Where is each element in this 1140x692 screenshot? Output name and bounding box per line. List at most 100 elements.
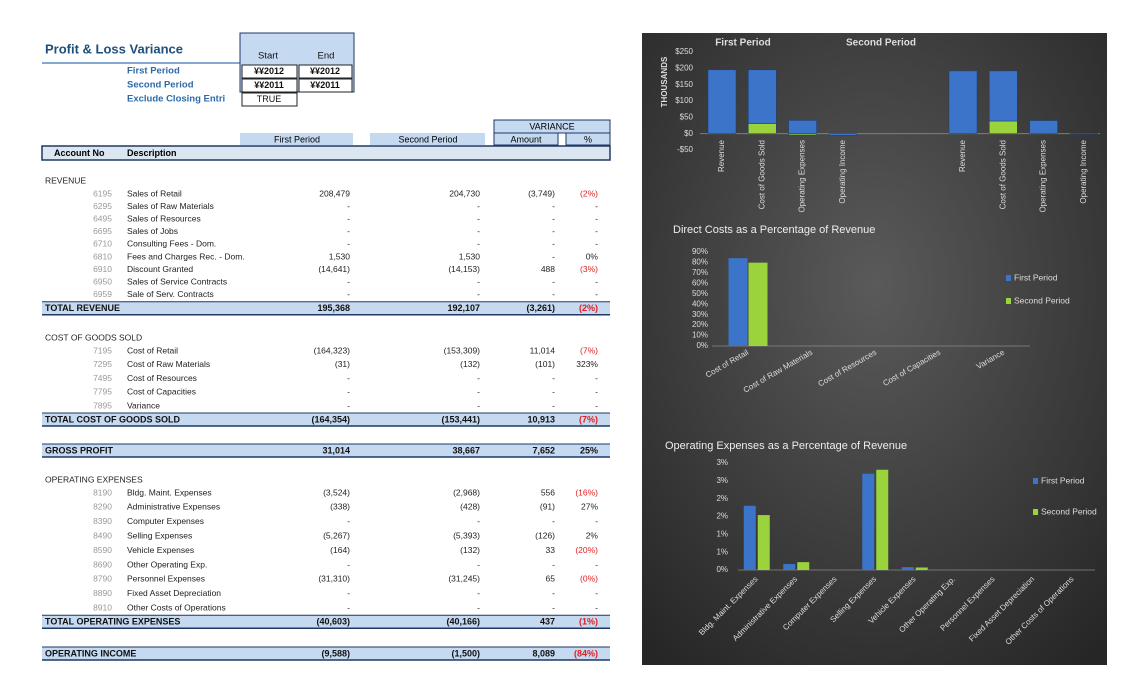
x-tick-label: Operating Income bbox=[1079, 139, 1088, 203]
bar bbox=[748, 70, 776, 124]
amount-cell: - bbox=[552, 559, 555, 569]
amount-cell: (31) bbox=[335, 359, 350, 369]
account-no: 8490 bbox=[93, 530, 112, 540]
amount-cell: - bbox=[595, 516, 598, 526]
description: Personnel Expenses bbox=[127, 574, 205, 584]
amount-cell: 11,014 bbox=[530, 345, 556, 355]
total-value: (40,603) bbox=[316, 617, 350, 627]
total-value: (84%) bbox=[574, 648, 598, 658]
amount-cell: - bbox=[595, 559, 598, 569]
legend-label: First Period bbox=[1041, 475, 1085, 485]
amount-cell: (126) bbox=[535, 530, 555, 540]
bar bbox=[989, 71, 1017, 121]
account-no: 7295 bbox=[93, 359, 112, 369]
y-tick-label: 1% bbox=[716, 547, 728, 556]
amount-cell: - bbox=[595, 239, 598, 249]
amount-cell: (3,524) bbox=[323, 487, 350, 497]
panel-title: Second Period bbox=[846, 38, 916, 49]
description: Cost of Resources bbox=[127, 373, 197, 383]
amount-cell: - bbox=[477, 289, 480, 299]
amount-cell: - bbox=[477, 602, 480, 612]
column-header: VARIANCE bbox=[529, 121, 574, 131]
account-no: 8190 bbox=[93, 487, 112, 497]
y-tick-label: $200 bbox=[675, 63, 693, 72]
amount-cell: (3%) bbox=[580, 264, 598, 274]
param-label: Second Period bbox=[127, 80, 194, 91]
bar bbox=[916, 568, 928, 570]
account-no: 8910 bbox=[93, 602, 112, 612]
account-no: 8390 bbox=[93, 516, 112, 526]
amount-cell: (14,153) bbox=[448, 264, 480, 274]
amount-cell: 27% bbox=[581, 502, 598, 512]
y-axis-title: THOUSANDS bbox=[660, 56, 669, 107]
param-label: Exclude Closing Entri bbox=[127, 94, 225, 105]
description: Consulting Fees - Dom. bbox=[127, 239, 216, 249]
bar bbox=[876, 470, 888, 570]
legend-label: Second Period bbox=[1041, 506, 1097, 516]
amount-cell: (31,310) bbox=[318, 574, 350, 584]
x-tick-label: Operating Income bbox=[838, 139, 847, 203]
y-tick-label: 50% bbox=[692, 289, 708, 298]
amount-cell: (5,393) bbox=[453, 530, 480, 540]
amount-cell: - bbox=[347, 602, 350, 612]
account-no: 6910 bbox=[93, 264, 112, 274]
description: Bldg. Maint. Expenses bbox=[127, 487, 212, 497]
column-header: First Period bbox=[274, 134, 320, 144]
account-no: 6810 bbox=[93, 251, 112, 261]
y-tick-label: 40% bbox=[692, 299, 708, 308]
amount-cell: (428) bbox=[460, 502, 480, 512]
amount-cell: - bbox=[552, 289, 555, 299]
amount-cell: - bbox=[347, 289, 350, 299]
total-value: 195,368 bbox=[317, 303, 350, 313]
description: Sales of Service Contracts bbox=[127, 276, 227, 286]
chart-title: Direct Costs as a Percentage of Revenue bbox=[673, 224, 875, 236]
y-tick-label: 3% bbox=[716, 458, 728, 467]
total-label: TOTAL OPERATING EXPENSES bbox=[45, 617, 180, 627]
bar bbox=[744, 506, 756, 570]
description: Sales of Resources bbox=[127, 213, 201, 223]
amount-cell: - bbox=[347, 400, 350, 410]
legend-swatch bbox=[1006, 275, 1011, 281]
amount-cell: - bbox=[347, 201, 350, 211]
amount-cell: - bbox=[477, 559, 480, 569]
description: Sale of Serv. Contracts bbox=[127, 289, 214, 299]
amount-cell: - bbox=[552, 226, 555, 236]
amount-cell: - bbox=[595, 602, 598, 612]
column-header: Amount bbox=[510, 134, 542, 144]
y-tick-label: 0% bbox=[716, 565, 728, 574]
amount-cell: - bbox=[477, 588, 480, 598]
total-value: (40,166) bbox=[446, 617, 480, 627]
amount-cell: - bbox=[552, 516, 555, 526]
total-value: (3,261) bbox=[526, 303, 555, 313]
y-tick-label: 2% bbox=[716, 512, 728, 521]
y-tick-label: 70% bbox=[692, 268, 708, 277]
legend-swatch bbox=[1006, 298, 1011, 304]
amount-cell: - bbox=[595, 387, 598, 397]
x-tick-label: Revenue bbox=[958, 139, 967, 172]
amount-cell: - bbox=[552, 387, 555, 397]
description: Sales of Raw Materials bbox=[127, 201, 214, 211]
amount-cell: (2%) bbox=[580, 188, 598, 198]
total-value: (1%) bbox=[579, 617, 598, 627]
total-label: OPERATING INCOME bbox=[45, 648, 136, 658]
y-tick-label: $0 bbox=[684, 129, 693, 138]
description: Cost of Capacities bbox=[127, 387, 196, 397]
total-value: 31,014 bbox=[322, 445, 350, 455]
amount-cell: (132) bbox=[460, 545, 480, 555]
amount-cell: - bbox=[552, 251, 555, 261]
total-value: (164,354) bbox=[311, 414, 350, 424]
bar bbox=[783, 564, 795, 570]
column-header: Account No bbox=[54, 148, 105, 158]
section-heading: OPERATING EXPENSES bbox=[45, 474, 143, 484]
total-value: (153,441) bbox=[441, 414, 480, 424]
amount-cell: - bbox=[595, 226, 598, 236]
amount-cell: - bbox=[552, 400, 555, 410]
account-no: 8590 bbox=[93, 545, 112, 555]
total-value: (1,500) bbox=[451, 648, 480, 658]
amount-cell: - bbox=[595, 201, 598, 211]
account-no: 8690 bbox=[93, 559, 112, 569]
amount-cell: 556 bbox=[541, 487, 555, 497]
amount-cell: 208,479 bbox=[319, 188, 350, 198]
